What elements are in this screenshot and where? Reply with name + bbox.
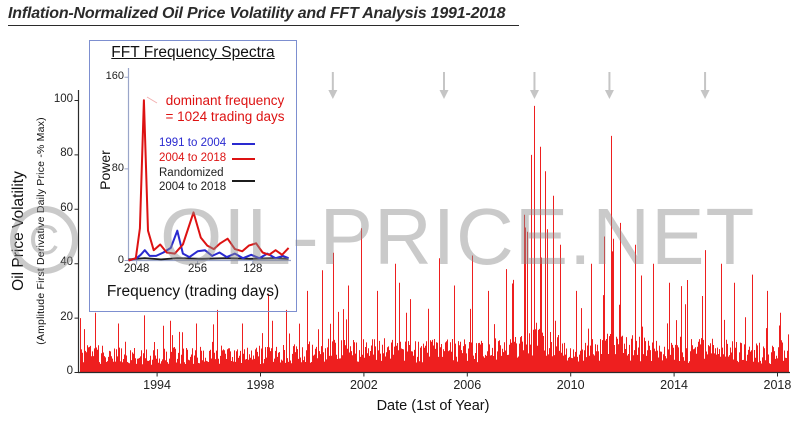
legend-line-swatch-blue (232, 142, 256, 145)
main-axis-ticks (74, 100, 778, 377)
inset-y-axis-label: Power (97, 150, 113, 190)
down-arrow-icon (529, 72, 539, 99)
inset-axes-spines (127, 68, 291, 262)
fft-inset-panel: FFT Frequency Spectra Power Frequency (t… (89, 40, 297, 312)
down-arrow-icon (328, 72, 338, 99)
down-arrow-icon (604, 72, 614, 99)
down-arrow-icon (700, 72, 710, 99)
annotation-line-1: dominant frequency (165, 93, 285, 108)
legend-label: Randomized 2004 to 2018 (159, 167, 227, 193)
fft-series-0 (128, 229, 289, 262)
x-axis-label: Date (1st of Year) (376, 398, 490, 414)
dominant-frequency-annotation: dominant frequency = 1024 trading days (152, 93, 298, 125)
fft-series-1 (128, 99, 290, 262)
annotation-line-2: = 1024 trading days (165, 108, 285, 124)
volatility-series (80, 105, 789, 373)
fft-series-2 (128, 257, 289, 261)
legend-label: 2004 to 2018 (159, 152, 227, 165)
legend-row-randomized: Randomized 2004 to 2018 (159, 167, 256, 193)
inset-legend: 1991 to 2004 2004 to 2018 Randomized 200… (159, 137, 256, 196)
legend-row-2004-2018: 2004 to 2018 (159, 152, 256, 165)
legend-row-1991-2004: 1991 to 2004 (159, 137, 256, 150)
y-axis-sublabel: (Amplitude First Derivative Daily Price … (35, 117, 47, 345)
main-axes-spines (77, 90, 790, 374)
legend-line-swatch-black (232, 179, 256, 182)
legend-line-swatch-red (232, 157, 256, 160)
inset-title: FFT Frequency Spectra (111, 44, 275, 61)
chart-title: Inflation-Normalized Oil Price Volatilit… (8, 5, 520, 26)
y-axis-label: Oil Price Volatility (10, 171, 27, 291)
inset-x-axis-label: Frequency (trading days) (106, 283, 280, 300)
legend-label: 1991 to 2004 (159, 137, 227, 149)
down-arrow-icon (439, 72, 449, 99)
inset-axis-ticks (124, 76, 254, 265)
annotation-connector-line (146, 96, 158, 104)
